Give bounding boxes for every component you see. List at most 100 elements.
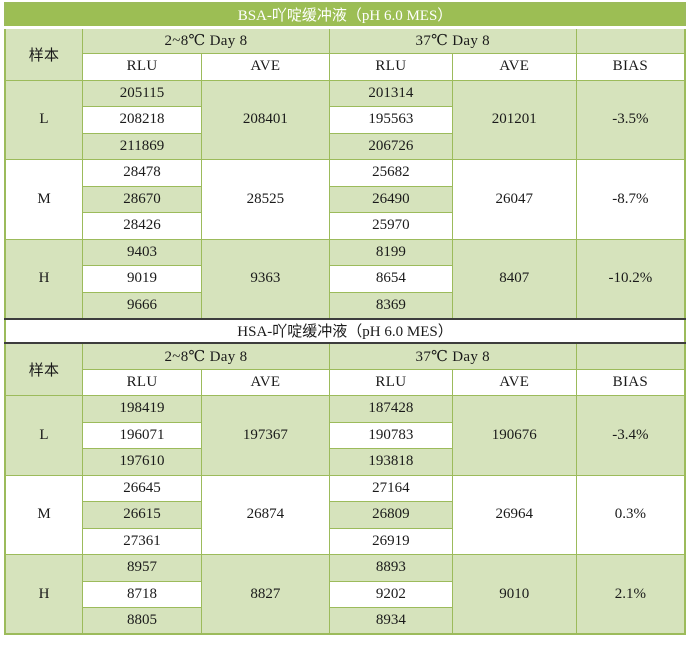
table-row: L 205115 208401 201314 201201 -3.5%	[4, 79, 686, 160]
table-row: H 8957 8827 8893 9010 2.1%	[4, 554, 686, 635]
rlu-cell: 28478	[82, 159, 203, 187]
rlu-header: RLU	[328, 53, 453, 81]
ave-header: AVE	[451, 53, 577, 81]
rlu-cell: 190783	[328, 421, 453, 449]
sample-col-header: 样本	[4, 342, 84, 396]
rlu-cell: 205115	[82, 79, 203, 107]
empty-header-cell	[575, 342, 686, 370]
rlu-cell: 193818	[328, 448, 453, 476]
rlu-cell: 26645	[82, 474, 203, 502]
ave-header: AVE	[201, 53, 330, 81]
rlu-cell: 27361	[82, 527, 203, 555]
rlu-cell: 25682	[328, 159, 453, 187]
rlu-header: RLU	[82, 368, 203, 396]
sample-col-header: 样本	[4, 26, 84, 81]
rlu-cell: 9403	[82, 238, 203, 266]
rlu-cell: 8369	[328, 291, 453, 319]
table-row: 8718 9202	[5, 580, 685, 608]
section-title: BSA-吖啶缓冲液（pH 6.0 MES）	[4, 2, 686, 29]
rlu-cell: 211869	[82, 132, 203, 160]
rlu-cell: 8199	[328, 238, 453, 266]
table-row: 211869 206726	[5, 132, 685, 160]
header-row-conditions: 样本 2~8℃ Day 8 37℃ Day 8	[4, 26, 686, 81]
rlu-cell: 187428	[328, 395, 453, 423]
rlu-cell: 8654	[328, 265, 453, 293]
sample-label: M	[4, 474, 84, 555]
bias-cell: -8.7%	[575, 159, 686, 240]
table-row: 28670 26490	[5, 185, 685, 213]
sample-label: L	[4, 395, 84, 476]
ave-cell: 208401	[201, 79, 330, 160]
rlu-cell: 206726	[328, 132, 453, 160]
bias-header: BIAS	[575, 53, 686, 81]
ave-cell: 197367	[201, 395, 330, 476]
table-row: 196071 190783	[5, 421, 685, 449]
sample-label: L	[4, 79, 84, 160]
rlu-cell: 26809	[328, 501, 453, 529]
rlu-cell: 9666	[82, 291, 203, 319]
table-row: M 26645 26874 27164 26964 0.3%	[4, 474, 686, 555]
table-row: 208218 195563	[5, 106, 685, 134]
rlu-header: RLU	[328, 368, 453, 396]
sample-label: H	[4, 554, 84, 635]
rlu-cell: 198419	[82, 395, 203, 423]
rlu-cell: 9019	[82, 265, 203, 293]
sample-label: M	[4, 159, 84, 240]
rlu-cell: 201314	[328, 79, 453, 107]
rlu-header: RLU	[82, 53, 203, 81]
section-title-row: HSA-吖啶缓冲液（pH 6.0 MES）	[4, 317, 686, 344]
temp-header-right: 37℃ Day 8	[328, 26, 577, 54]
rlu-cell: 9202	[328, 580, 453, 608]
ave-header: AVE	[201, 368, 330, 396]
bias-cell: -3.4%	[575, 395, 686, 476]
ave-cell: 9010	[451, 554, 577, 635]
rlu-cell: 25970	[328, 212, 453, 240]
bias-cell: -3.5%	[575, 79, 686, 160]
ave-cell: 28525	[201, 159, 330, 240]
table-row: L 198419 197367 187428 190676 -3.4%	[4, 395, 686, 476]
table-row: 8805 8934	[5, 607, 685, 635]
table-row: 9019 8654	[5, 265, 685, 293]
rlu-cell: 26490	[328, 185, 453, 213]
table-row: 28426 25970	[5, 212, 685, 240]
table-row: 27361 26919	[5, 527, 685, 555]
rlu-cell: 8718	[82, 580, 203, 608]
bias-header: BIAS	[575, 368, 686, 396]
empty-header-cell	[575, 26, 686, 54]
table-row: 9666 8369	[5, 291, 685, 319]
header-row-conditions: 样本 2~8℃ Day 8 37℃ Day 8	[4, 342, 686, 396]
bias-cell: 2.1%	[575, 554, 686, 635]
ave-header: AVE	[451, 368, 577, 396]
temp-header-left: 2~8℃ Day 8	[82, 342, 330, 370]
section-title-row: BSA-吖啶缓冲液（pH 6.0 MES）	[4, 2, 686, 29]
ave-cell: 9363	[201, 238, 330, 319]
rlu-cell: 8805	[82, 607, 203, 635]
ave-cell: 26874	[201, 474, 330, 555]
rlu-cell: 196071	[82, 421, 203, 449]
rlu-cell: 195563	[328, 106, 453, 134]
temp-header-left: 2~8℃ Day 8	[82, 26, 330, 54]
bias-cell: -10.2%	[575, 238, 686, 319]
rlu-cell: 28670	[82, 185, 203, 213]
table-row: H 9403 9363 8199 8407 -10.2%	[4, 238, 686, 319]
rlu-cell: 26615	[82, 501, 203, 529]
rlu-cell: 197610	[82, 448, 203, 476]
rlu-cell: 8957	[82, 554, 203, 582]
rlu-cell: 8893	[328, 554, 453, 582]
ave-cell: 8827	[201, 554, 330, 635]
ave-cell: 26047	[451, 159, 577, 240]
rlu-cell: 8934	[328, 607, 453, 635]
temp-header-right: 37℃ Day 8	[328, 342, 577, 370]
header-row-metrics: RLU AVE RLU AVE BIAS	[5, 53, 686, 81]
rlu-cell: 27164	[328, 474, 453, 502]
stability-table: BSA-吖啶缓冲液（pH 6.0 MES） 样本 2~8℃ Day 8 37℃ …	[4, 2, 686, 635]
ave-cell: 26964	[451, 474, 577, 555]
ave-cell: 201201	[451, 79, 577, 160]
table-row: 197610 193818	[5, 448, 685, 476]
table-row: M 28478 28525 25682 26047 -8.7%	[4, 159, 686, 240]
ave-cell: 8407	[451, 238, 577, 319]
rlu-cell: 208218	[82, 106, 203, 134]
sample-label: H	[4, 238, 84, 319]
section-title: HSA-吖啶缓冲液（pH 6.0 MES）	[4, 317, 686, 344]
